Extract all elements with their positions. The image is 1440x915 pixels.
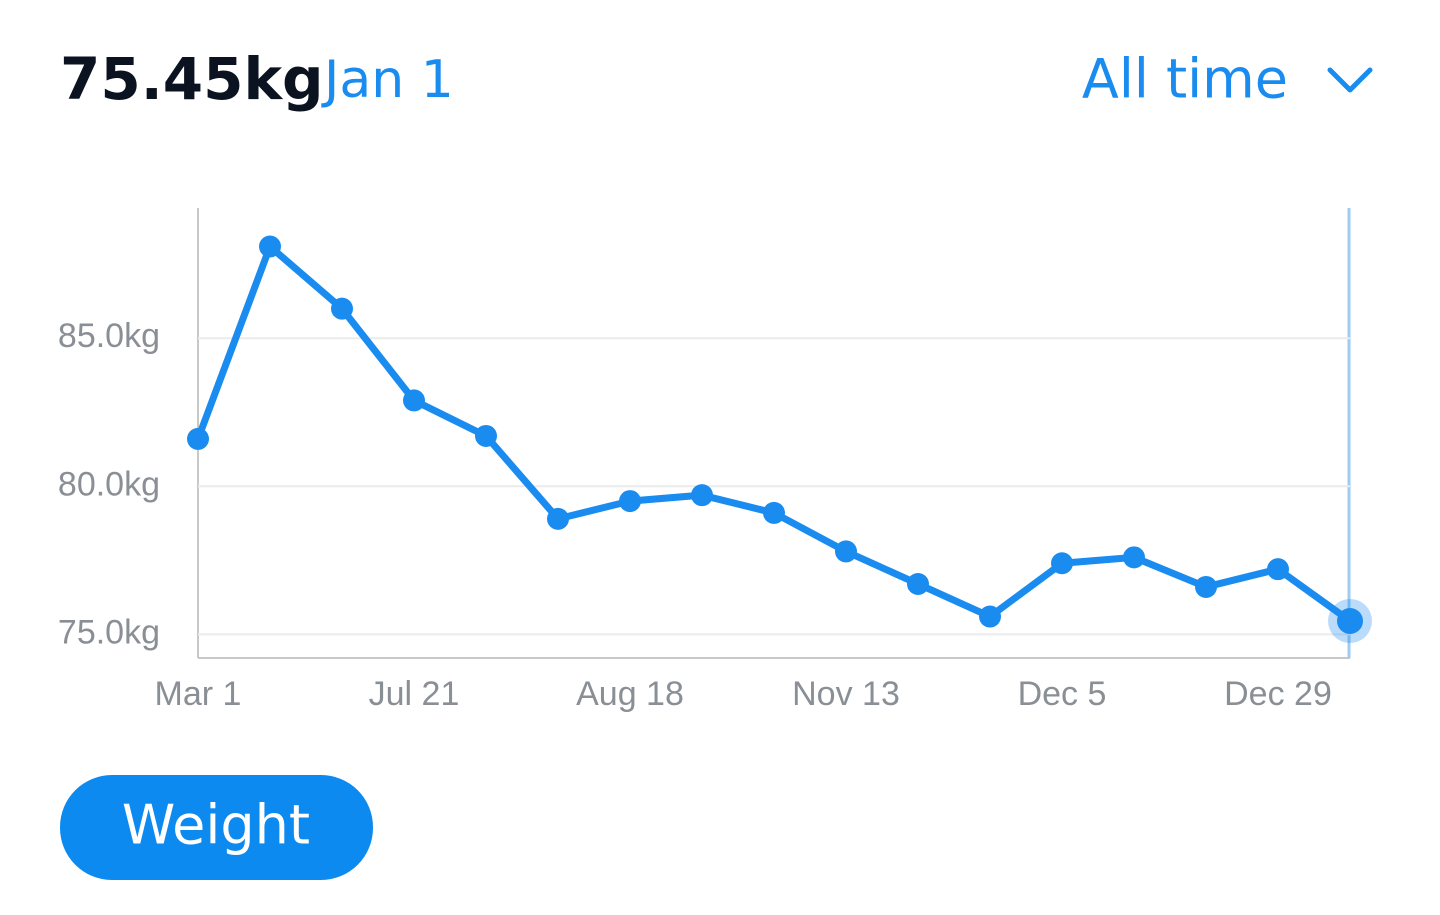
chip-label[interactable]: Weight bbox=[122, 794, 310, 857]
point bbox=[691, 484, 713, 507]
x-tick-label: Dec 5 bbox=[1018, 675, 1107, 713]
point bbox=[547, 507, 569, 530]
x-tick-label: Nov 13 bbox=[792, 675, 900, 713]
point bbox=[331, 297, 353, 320]
x-tick-label: Jul 21 bbox=[369, 675, 460, 713]
point bbox=[475, 424, 497, 447]
current-date: Jan 1 bbox=[321, 50, 454, 110]
point bbox=[907, 572, 929, 595]
point bbox=[403, 389, 425, 412]
chip[interactable]: Weight bbox=[60, 775, 373, 880]
point bbox=[1267, 558, 1289, 581]
chip-bg[interactable] bbox=[60, 775, 373, 880]
line bbox=[194, 242, 1353, 624]
range-label[interactable]: All time bbox=[1082, 48, 1288, 111]
point bbox=[835, 540, 857, 563]
point bbox=[619, 490, 641, 513]
x-tick-label: Dec 29 bbox=[1224, 675, 1332, 713]
point bbox=[979, 605, 1001, 628]
y-tick-label: 85.0kg bbox=[58, 317, 160, 355]
point bbox=[259, 235, 281, 258]
range-selector[interactable]: All time bbox=[1082, 48, 1373, 111]
y-tick-label: 80.0kg bbox=[58, 465, 160, 503]
point bbox=[763, 501, 785, 524]
point bbox=[1051, 552, 1073, 575]
chevron[interactable] bbox=[1327, 67, 1373, 93]
y-tick-label: 75.0kg bbox=[58, 613, 160, 651]
x-tick-label: Aug 18 bbox=[576, 675, 684, 713]
x-tick-label: Mar 1 bbox=[155, 675, 242, 713]
current-value: 75.45kg bbox=[60, 45, 324, 113]
point bbox=[187, 427, 209, 450]
point bbox=[1123, 546, 1145, 569]
point bbox=[1337, 607, 1363, 634]
point bbox=[1195, 575, 1217, 598]
